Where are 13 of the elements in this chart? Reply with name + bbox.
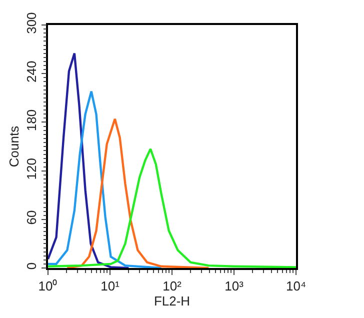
- x-tick-label: 10³: [224, 278, 244, 294]
- y-tick-label: 180: [24, 109, 40, 132]
- y-tick-label: 300: [24, 12, 40, 34]
- y-tick-label: 240: [24, 60, 40, 82]
- x-axis-title: FL2-H: [154, 293, 190, 308]
- x-tick-label: 10¹: [100, 278, 120, 294]
- x-tick-label: 10⁰: [38, 278, 58, 294]
- y-tick-label: 0: [24, 262, 40, 270]
- y-tick-label: 60: [24, 210, 40, 225]
- y-tick-label: 120: [24, 158, 40, 180]
- x-tick-label: 10⁴: [286, 278, 306, 294]
- x-tick-label: 10²: [162, 278, 182, 294]
- y-axis-title: Counts: [6, 125, 22, 168]
